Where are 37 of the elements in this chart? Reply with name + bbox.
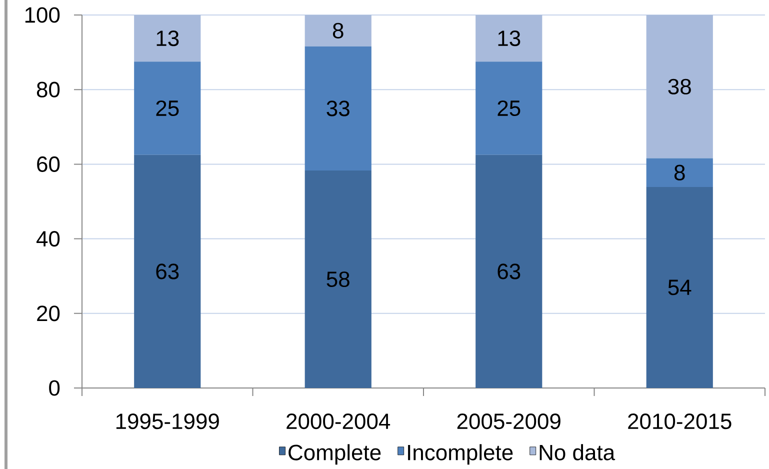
y-tick-label: 80 [36,82,60,98]
bar [304,170,372,388]
data-label: 54 [668,280,692,296]
data-label: 13 [156,30,179,46]
data-label: 8 [332,22,344,38]
data-label: 58 [326,271,350,288]
legend-label: Complete [288,444,381,465]
bar [304,46,372,171]
bar [476,154,542,388]
x-tick-label: 2010-2015 [628,414,732,430]
data-label: 8 [674,164,685,180]
x-tick-label: 2005-2009 [457,414,560,430]
data-label: 25 [156,100,179,116]
legend-label: No data [540,444,616,460]
y-tick-label: 20 [37,306,60,322]
y-tick-label: 100 [25,7,60,23]
legend-label: Incomplete [408,444,513,465]
data-label: 13 [498,30,520,46]
data-label: 63 [156,264,179,280]
y-tick-label: 60 [37,156,60,172]
data-label: 25 [498,100,520,116]
bar [646,186,713,388]
bar [476,62,542,155]
data-label: 33 [326,100,350,116]
y-tick-label: 40 [36,231,60,247]
bar [134,154,201,388]
bar [646,158,713,187]
x-tick-label: 1995-1999 [116,414,219,430]
bar [134,14,201,62]
data-label: 63 [498,264,520,280]
y-tick-label: 0 [49,380,60,396]
bar [304,14,372,46]
bar [646,14,713,158]
x-tick-label: 2000-2004 [286,414,390,430]
bar [476,14,542,62]
bar [134,62,201,155]
data-label: 38 [668,78,691,94]
